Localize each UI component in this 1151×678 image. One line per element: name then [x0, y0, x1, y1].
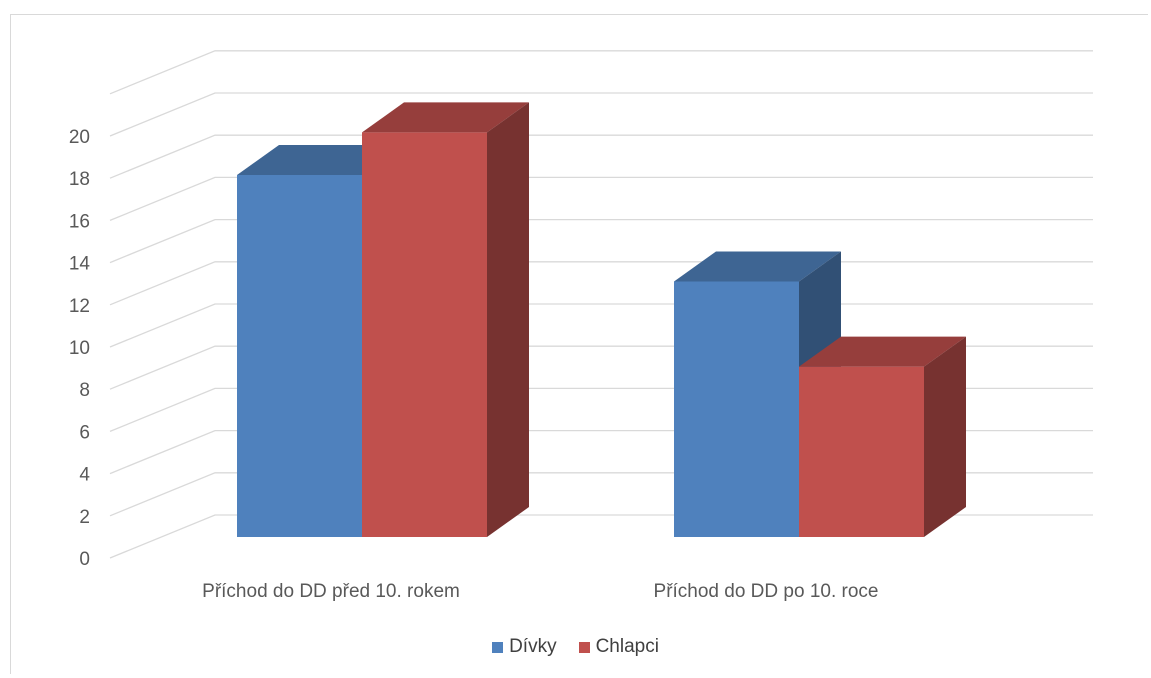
y-tick-label: 18 [69, 169, 90, 190]
legend-swatch-divky [492, 641, 504, 653]
gridline [109, 176, 1093, 222]
chart-frame [10, 14, 1148, 674]
bar-side [487, 102, 529, 537]
gridline [109, 50, 1093, 95]
y-tick-label: 8 [79, 380, 90, 401]
y-tick-label: 0 [79, 549, 90, 570]
y-tick-label: 10 [69, 338, 90, 359]
gridline [109, 218, 1093, 264]
legend-item-chlapci: Chlapci [578, 636, 659, 658]
y-tick-label: 14 [69, 254, 91, 275]
bar-front [362, 132, 487, 538]
y-tick-label: 2 [79, 507, 90, 528]
gridline [109, 134, 1093, 179]
x-tick-label: Příchod do DD před 10. rokem [202, 581, 460, 602]
bar [362, 102, 529, 538]
gridline [109, 92, 1093, 137]
bar-front [237, 175, 362, 537]
bar-side [924, 336, 966, 537]
bars [237, 102, 966, 538]
y-axis-ticks: 0 2 4 6 8 10 12 14 16 18 20 [69, 127, 91, 570]
y-tick-label: 4 [79, 465, 90, 486]
bar-front [674, 281, 799, 537]
y-tick-label: 16 [69, 211, 90, 232]
y-tick-label: 6 [79, 422, 90, 443]
x-axis-labels: Příchod do DD před 10. rokem Příchod do D… [202, 581, 878, 602]
legend-item-divky: Dívky [492, 636, 557, 658]
bar-top [674, 251, 841, 282]
bar-top [799, 336, 966, 367]
bar-top [362, 102, 529, 133]
legend-label-chlapci: Chlapci [595, 636, 659, 657]
bar [799, 336, 966, 537]
legend: Dívky Chlapci [0, 636, 1151, 658]
legend-label-divky: Dívky [509, 636, 557, 657]
y-tick-label: 12 [69, 296, 90, 317]
y-tick-label: 20 [69, 127, 90, 148]
bar-front [799, 366, 924, 537]
legend-swatch-chlapci [578, 641, 590, 653]
x-tick-label: Příchod do DD po 10. roce [654, 581, 879, 602]
